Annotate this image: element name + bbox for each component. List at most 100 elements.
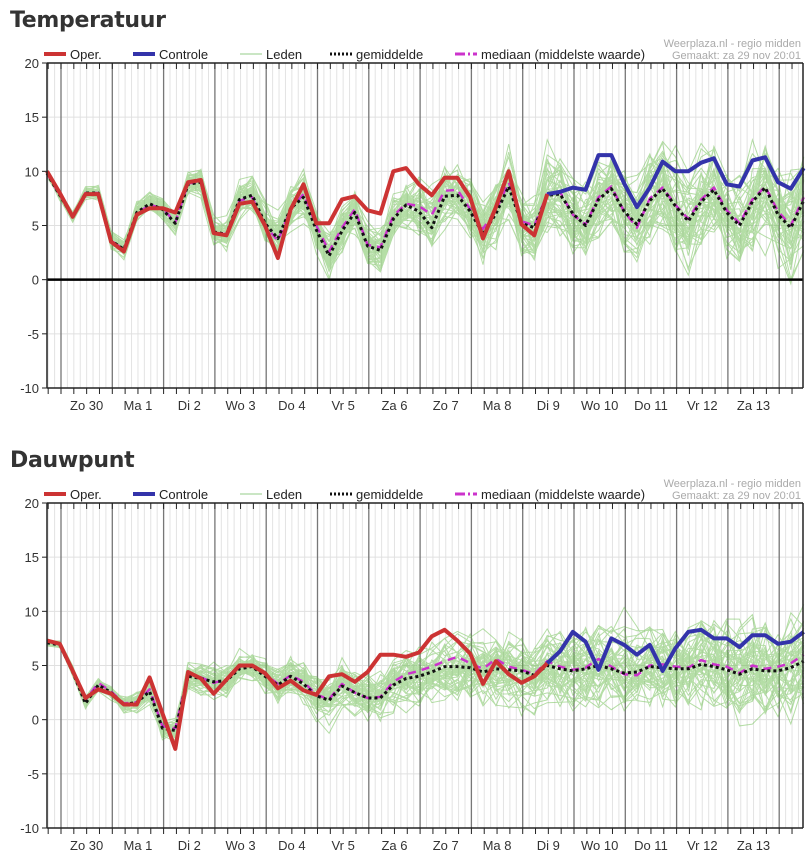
temperature-chart: 20 15 10 5 0 -5 -10 Zo 30 Ma 1 Di 2 Wo 3 Do 4 Vr 5 Za… <box>20 38 806 413</box>
legend-label-mean: gemiddelde <box>356 487 423 502</box>
legend-label-members: Leden <box>266 487 302 502</box>
x-day-label: Zo 7 <box>433 398 459 413</box>
source-label: Weerplaza.nl - regio midden <box>664 478 801 490</box>
legend-label-oper: Oper. <box>70 487 102 502</box>
x-day-label: Ma 1 <box>123 398 152 413</box>
ensemble-member-line <box>46 166 805 261</box>
ensemble-member-line <box>46 153 805 253</box>
y-tick-label: 15 <box>25 550 39 565</box>
ensemble-member-line <box>46 137 805 270</box>
x-day-label: Do 11 <box>634 398 668 413</box>
ensemble-member-line <box>46 154 804 280</box>
ensemble-member-line <box>46 167 805 251</box>
legend-label-members: Leden <box>266 47 302 62</box>
ensemble-member-line <box>46 637 805 739</box>
x-day-label: Di 2 <box>178 838 201 853</box>
ensemble-member-line <box>46 641 805 734</box>
ensemble-member-line <box>46 169 805 261</box>
x-day-label: Zo 30 <box>70 398 103 413</box>
median-series-line <box>46 640 805 730</box>
control-series-line <box>545 627 805 673</box>
ensemble-member-line <box>46 639 804 729</box>
ensemble-member-line <box>46 637 804 737</box>
ensemble-member-line <box>46 155 805 260</box>
ensemble-member-line <box>46 639 804 736</box>
x-day-label: Vr 5 <box>331 838 354 853</box>
ensemble-member-line <box>46 637 805 724</box>
ensemble-member-line <box>46 606 805 741</box>
ensemble-member-line <box>46 152 805 267</box>
x-day-label: Do 4 <box>278 398 305 413</box>
ensemble-member-line <box>46 637 805 732</box>
y-tick-label: -10 <box>20 381 39 396</box>
ensemble-member-line <box>46 157 805 259</box>
y-tick-label: 20 <box>25 496 39 511</box>
x-day-label: Za 6 <box>381 838 407 853</box>
ensemble-member-line <box>46 151 805 263</box>
ensemble-member-line <box>46 148 805 260</box>
legend-label-control: Controle <box>159 487 208 502</box>
x-day-label: Wo 10 <box>581 398 618 413</box>
ensemble-member-line <box>46 172 805 265</box>
source-label: Weerplaza.nl - regio midden <box>664 38 801 50</box>
ensemble-member-line <box>46 627 805 739</box>
ensemble-member-line <box>46 141 805 258</box>
x-day-label: Za 6 <box>381 398 407 413</box>
y-tick-label: 5 <box>32 659 39 674</box>
y-tick-label: -10 <box>20 821 39 836</box>
x-day-label: Wo 3 <box>225 838 255 853</box>
ensemble-member-line <box>46 167 805 272</box>
chart-title-temperature: Temperatuur <box>10 8 166 33</box>
ensemble-member-line <box>46 168 805 260</box>
x-day-label: Ma 1 <box>123 838 152 853</box>
x-day-label: Do 11 <box>634 838 668 853</box>
ensemble-member-line <box>46 627 805 740</box>
y-tick-label: 0 <box>32 273 39 288</box>
y-tick-label: 20 <box>25 56 39 71</box>
ensemble-member-line <box>46 633 805 731</box>
x-day-label: Do 4 <box>278 838 305 853</box>
x-day-label: Zo 30 <box>70 838 103 853</box>
x-day-label: Za 13 <box>737 398 770 413</box>
ensemble-member-line <box>46 630 805 728</box>
ensemble-member-line <box>46 140 804 263</box>
x-day-label: Zo 7 <box>433 838 459 853</box>
y-tick-label: -5 <box>27 767 39 782</box>
ensemble-member-line <box>46 637 805 736</box>
ensemble-member-line <box>46 632 805 739</box>
control-series-line <box>546 153 806 210</box>
ensemble-member-line <box>46 642 804 727</box>
ensemble-member-line <box>46 604 805 734</box>
x-day-label: Di 9 <box>537 838 560 853</box>
ensemble-member-line <box>46 622 805 737</box>
median-series-line <box>45 172 805 253</box>
dewpoint-chart: 20 15 10 5 0 -5 -10 Zo 30 Ma 1 Di 2 Wo 3 Do 4 Vr 5 Za… <box>20 478 805 853</box>
made-timestamp: Gemaakt: za 29 nov 20:01 <box>672 490 801 502</box>
ensemble-member-line <box>46 627 805 727</box>
y-tick-label: 5 <box>32 219 39 234</box>
ensemble-member-line <box>46 157 805 284</box>
y-tick-label: 10 <box>25 164 39 179</box>
chart-title-dewpoint: Dauwpunt <box>10 448 135 473</box>
ensemble-member-line <box>46 165 805 263</box>
x-day-label: Za 13 <box>737 838 770 853</box>
x-day-label: Ma 8 <box>483 838 512 853</box>
legend-label-oper: Oper. <box>70 47 102 62</box>
y-tick-label: 0 <box>32 713 39 728</box>
made-timestamp: Gemaakt: za 29 nov 20:01 <box>672 50 801 62</box>
ensemble-member-line <box>46 155 805 286</box>
ensemble-member-line <box>46 157 805 266</box>
oper-series-line <box>46 627 549 751</box>
ensemble-member-line <box>46 630 805 738</box>
ensemble-member-line <box>46 172 805 277</box>
ensemble-member-line <box>46 152 805 261</box>
legend-label-control: Controle <box>159 47 208 62</box>
ensemble-member-line <box>46 643 805 731</box>
y-tick-label: 10 <box>25 604 39 619</box>
x-day-label: Vr 12 <box>687 398 718 413</box>
ensemble-member-line <box>46 146 805 255</box>
oper-series-line <box>45 166 550 260</box>
mean-series-line <box>45 172 806 258</box>
ensemble-member-line <box>46 167 805 280</box>
ensemble-member-line <box>46 625 805 740</box>
